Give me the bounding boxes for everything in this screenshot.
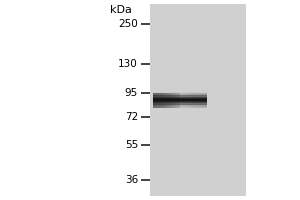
- Bar: [189, 92, 191, 108]
- Bar: [175, 92, 176, 108]
- Bar: [157, 92, 158, 108]
- Bar: [187, 92, 189, 108]
- Bar: [153, 92, 155, 108]
- Text: 250: 250: [118, 19, 138, 29]
- Bar: [185, 92, 187, 108]
- Bar: [203, 92, 205, 108]
- Bar: [153, 104, 207, 105]
- Bar: [160, 92, 162, 108]
- Bar: [169, 92, 171, 108]
- Bar: [153, 96, 207, 97]
- Bar: [153, 95, 207, 96]
- Bar: [153, 92, 207, 93]
- Text: kDa: kDa: [110, 5, 132, 15]
- Bar: [153, 93, 207, 94]
- Bar: [182, 92, 184, 108]
- Bar: [153, 101, 207, 102]
- Bar: [153, 94, 207, 95]
- Bar: [155, 92, 157, 108]
- Bar: [178, 92, 180, 108]
- Bar: [153, 105, 207, 106]
- Bar: [153, 95, 207, 96]
- Bar: [173, 92, 175, 108]
- Bar: [153, 107, 207, 108]
- Bar: [158, 92, 160, 108]
- Text: 36: 36: [125, 175, 138, 185]
- Bar: [180, 92, 182, 108]
- Bar: [164, 92, 166, 108]
- Bar: [153, 97, 207, 98]
- Bar: [184, 92, 185, 108]
- Bar: [198, 92, 200, 108]
- Bar: [153, 98, 207, 99]
- Bar: [193, 92, 194, 108]
- Bar: [196, 92, 198, 108]
- Bar: [153, 102, 207, 103]
- Bar: [202, 92, 203, 108]
- Bar: [171, 92, 173, 108]
- Bar: [150, 4, 246, 196]
- Bar: [153, 103, 207, 104]
- Bar: [153, 99, 207, 100]
- Bar: [162, 92, 164, 108]
- Bar: [153, 106, 207, 107]
- Bar: [200, 92, 202, 108]
- Text: 72: 72: [125, 112, 138, 122]
- Bar: [205, 92, 207, 108]
- Text: 55: 55: [125, 140, 138, 150]
- Bar: [153, 100, 207, 101]
- Text: 95: 95: [125, 88, 138, 98]
- Text: 130: 130: [118, 59, 138, 69]
- Bar: [176, 92, 178, 108]
- Bar: [166, 92, 167, 108]
- Bar: [194, 92, 196, 108]
- Bar: [167, 92, 169, 108]
- Bar: [191, 92, 193, 108]
